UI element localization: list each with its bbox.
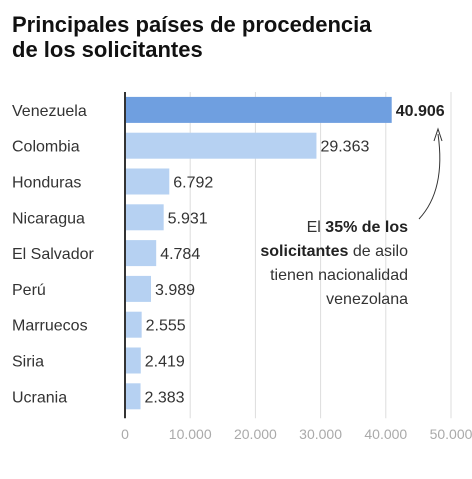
value-label-2: 6.792 <box>173 175 213 192</box>
bar-7 <box>125 347 141 374</box>
value-label-4: 4.784 <box>160 246 200 263</box>
x-tick-label-3: 30.000 <box>299 426 342 442</box>
annotation-prefix: El <box>306 219 326 236</box>
category-label-5: Perú <box>12 282 46 299</box>
category-label-2: Honduras <box>12 175 81 192</box>
category-label-4: El Salvador <box>12 246 94 263</box>
category-label-1: Colombia <box>12 139 80 156</box>
bar-2 <box>125 168 170 195</box>
annotation-suffix: de asilo tienen nacionalidad venezolana <box>270 243 408 308</box>
category-label-3: Nicaragua <box>12 210 85 227</box>
annotation-text: El 35% de los solicitantes de asilo tien… <box>238 216 408 312</box>
category-label-7: Siria <box>12 354 44 371</box>
x-tick-label-5: 50.000 <box>430 426 472 442</box>
category-label-8: Ucrania <box>12 389 67 406</box>
value-label-5: 3.989 <box>155 282 195 299</box>
bar-0 <box>125 96 392 123</box>
chart-title-line2: de los solicitantes <box>12 37 203 62</box>
bar-4 <box>125 240 157 267</box>
value-label-0: 40.906 <box>396 103 445 120</box>
category-label-6: Marruecos <box>12 318 88 335</box>
chart-title: Principales países de procedencia de los… <box>12 12 432 62</box>
annotation-arrowhead <box>433 127 443 142</box>
bar-3 <box>125 204 164 231</box>
bar-5 <box>125 275 152 302</box>
value-label-8: 2.383 <box>145 389 185 406</box>
x-tick-label-0: 0 <box>121 426 129 442</box>
bar-1 <box>125 132 317 159</box>
value-label-7: 2.419 <box>145 354 185 371</box>
x-tick-label-2: 20.000 <box>234 426 277 442</box>
value-label-6: 2.555 <box>146 318 186 335</box>
value-label-3: 5.931 <box>168 210 208 227</box>
annotation-bold: 35% de los solicitantes <box>260 219 408 260</box>
bar-6 <box>125 311 142 338</box>
category-label-0: Venezuela <box>12 103 87 120</box>
value-label-1: 29.363 <box>320 139 369 156</box>
bar-8 <box>125 383 141 410</box>
chart-title-line1: Principales países de procedencia <box>12 12 372 37</box>
x-tick-label-4: 40.000 <box>364 426 407 442</box>
x-tick-label-1: 10.000 <box>169 426 212 442</box>
annotation-connector <box>418 133 441 220</box>
